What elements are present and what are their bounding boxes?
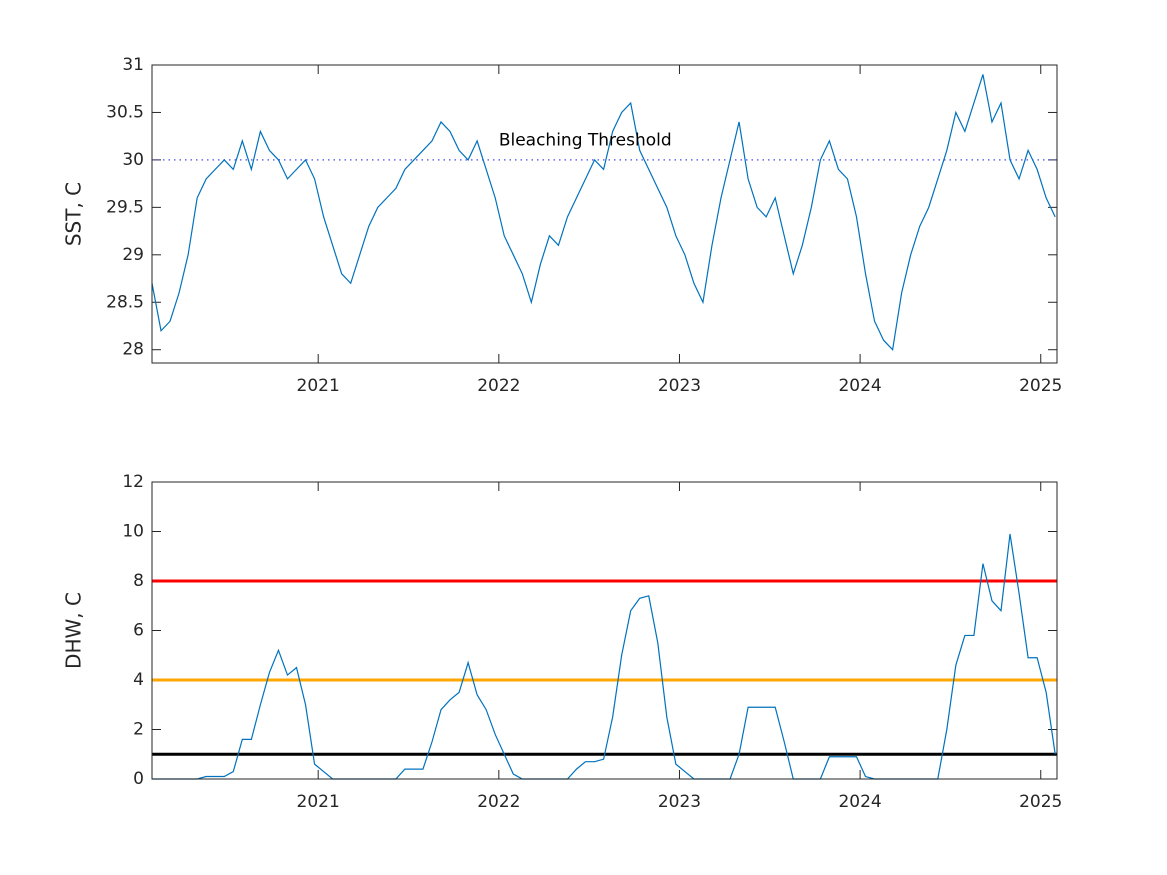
y-tick-label: 2 [133, 720, 144, 740]
x-tick-label: 2024 [838, 376, 881, 396]
x-tick-label: 2025 [1019, 376, 1062, 396]
annotation: Bleaching Threshold [499, 130, 672, 150]
y-tick-label: 28 [122, 340, 144, 360]
x-tick-label: 2025 [1019, 792, 1062, 812]
x-tick-label: 2021 [297, 792, 340, 812]
axes-background [152, 482, 1057, 779]
x-tick-label: 2021 [297, 376, 340, 396]
y-tick-label: 30.5 [106, 102, 144, 122]
y-tick-label: 10 [122, 522, 144, 542]
axes: 28 28.5 29 29.5 30 30.5 31 2021 2022 2023 2024 2025… [62, 55, 1063, 396]
data-line [151, 74, 1056, 352]
axes-box [151, 481, 1058, 780]
axes-box [151, 64, 1058, 364]
axes: 0 2 4 6 8 10 12 2021 2022 2023 2024 2025 DHW, C [62, 472, 1063, 812]
x-tick-label: 2023 [658, 376, 701, 396]
y-tick-label: 0 [133, 769, 144, 789]
x-tick-label: 2024 [838, 792, 881, 812]
y-axis-label: DHW, C [62, 592, 86, 669]
y-tick-label: 30 [122, 150, 144, 170]
x-tick-label: 2023 [658, 792, 701, 812]
y-tick-label: 4 [133, 670, 144, 690]
y-tick-label: 31 [122, 55, 144, 75]
y-tick-label: 8 [133, 571, 144, 591]
y-tick-label: 29.5 [106, 197, 144, 217]
y-tick-label: 28.5 [106, 292, 144, 312]
x-tick-label: 2022 [477, 792, 520, 812]
y-tick-label: 12 [122, 472, 144, 492]
x-tick-label: 2022 [477, 376, 520, 396]
y-tick-label: 6 [133, 621, 144, 641]
y-axis-label: SST, C [62, 182, 86, 246]
axes-background [152, 65, 1057, 363]
y-tick-label: 29 [122, 245, 144, 265]
